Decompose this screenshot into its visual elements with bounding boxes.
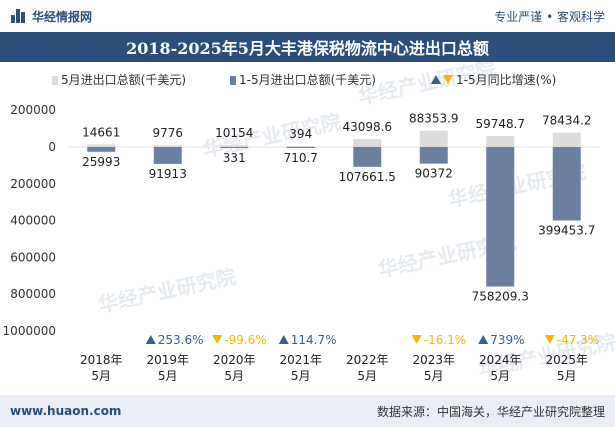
data-label-series1: 88353.9 — [409, 112, 459, 126]
legend-swatch-series2 — [230, 76, 236, 85]
data-label-series2: 25993 — [82, 155, 120, 169]
bar-series2 — [419, 147, 448, 164]
legend-swatch-series1 — [52, 76, 58, 85]
y-tick-label: 800000 — [10, 287, 56, 301]
bar-series1 — [486, 136, 515, 147]
x-tick-label: 2018年 5月 — [80, 353, 123, 383]
data-label-series1: 394 — [289, 127, 312, 141]
growth-row: 253.6% -99.6% 114.7% -16.1% 739% -47.3% — [145, 333, 599, 347]
legend-label-growth: 1-5月同比增速(%) — [456, 73, 556, 87]
data-label-series1: 9776 — [152, 126, 183, 140]
chart-title: 2018-2025年5月大丰港保税物流中心进出口总额 — [0, 32, 615, 62]
growth-down-icon — [411, 335, 422, 344]
bar-series2 — [220, 147, 249, 148]
x-tick-label: 2020年 5月 — [213, 353, 256, 383]
data-label-series2: 399453.7 — [538, 223, 595, 237]
x-tick-label: 2025年 5月 — [545, 353, 588, 383]
bar-series1 — [353, 139, 382, 147]
y-tick-label: 200000 — [10, 103, 56, 117]
data-label-series2: 107661.5 — [339, 170, 396, 184]
x-tick-label: 2019年 5月 — [146, 353, 189, 383]
bar-series2 — [552, 147, 581, 221]
x-tick-label: 2022年 5月 — [346, 353, 389, 383]
x-tick-label: 2021年 5月 — [279, 353, 322, 383]
data-source: 数据来源：中国海关，华经产业研究院整理 — [376, 404, 605, 419]
legend: 5月进出口总额(千美元) 1-5月进出口总额(千美元) 1-5月同比增速(%) — [52, 73, 556, 87]
logo-icon — [10, 8, 26, 24]
growth-up-icon — [145, 335, 156, 344]
data-label-series1: 43098.6 — [342, 120, 392, 134]
growth-label: 739% — [490, 333, 524, 347]
data-label-series2: 91913 — [149, 167, 187, 181]
x-tick-label: 2024年 5月 — [479, 353, 522, 383]
legend-label-series1: 5月进出口总额(千美元) — [61, 73, 186, 87]
bar-series2 — [486, 147, 515, 287]
legend-label-series2: 1-5月进出口总额(千美元) — [239, 73, 376, 87]
bar-series2 — [286, 147, 315, 148]
data-label-series2: 758209.3 — [472, 290, 529, 304]
brand[interactable]: 华经情报网 — [10, 8, 92, 25]
legend-down-triangle-icon — [443, 75, 453, 84]
bar-series1 — [153, 145, 182, 147]
tagline: 专业严谨 • 客观科学 — [494, 9, 605, 24]
data-labels: 14661 25993 9776 91913 10154 331 394 710.7 43098… — [82, 112, 595, 304]
x-axis: 2018年 5月 2019年 5月 2020年 5月 2021年 5月 2022年 5月 2023年… — [80, 353, 588, 383]
x-tick-label: 2023年 5月 — [412, 353, 455, 383]
bars — [87, 130, 581, 287]
bar-series1 — [286, 146, 315, 147]
data-label-series1: 78434.2 — [542, 114, 592, 128]
watermark: 华经产业研究院 — [96, 264, 238, 317]
growth-down-icon — [212, 335, 223, 344]
y-tick-label: 0 — [48, 140, 56, 154]
brand-name: 华经情报网 — [32, 9, 93, 24]
legend-up-triangle-icon — [431, 75, 441, 84]
y-tick-label: 400000 — [10, 214, 56, 228]
growth-up-icon — [478, 335, 489, 344]
growth-up-icon — [278, 335, 289, 344]
data-label-series2: 710.7 — [284, 151, 318, 165]
data-label-series1: 59748.7 — [475, 117, 525, 131]
y-tick-label: 1000000 — [3, 324, 56, 338]
bar-series1 — [419, 130, 448, 147]
growth-label: 253.6% — [158, 333, 204, 347]
chart: 华经产业研究院华经产业研究院华经产业研究院华经产业研究院华经产业研究院华经产业研… — [3, 62, 615, 383]
top-bar: 华经情报网 专业严谨 • 客观科学 — [0, 0, 615, 32]
growth-label: -16.1% — [424, 333, 466, 347]
growth-down-icon — [544, 335, 555, 344]
data-label-series1: 14661 — [82, 125, 120, 139]
bar-series2 — [353, 147, 382, 167]
y-tick-label: 200000 — [10, 177, 56, 191]
bar-series1 — [220, 145, 249, 147]
website-link[interactable]: www.huaon.com — [10, 404, 122, 418]
data-label-series1: 10154 — [215, 126, 253, 140]
footer: www.huaon.com 数据来源：中国海关，华经产业研究院整理 — [0, 395, 615, 427]
bar-series2 — [153, 147, 182, 164]
growth-label: -47.3% — [557, 333, 599, 347]
data-label-series2: 331 — [223, 151, 246, 165]
growth-label: -99.6% — [224, 333, 266, 347]
growth-label: 114.7% — [291, 333, 337, 347]
bar-series1 — [87, 144, 116, 147]
data-label-series2: 90372 — [415, 167, 453, 181]
bar-series1 — [552, 132, 581, 147]
y-tick-label: 600000 — [10, 250, 56, 264]
bar-series2 — [87, 147, 116, 152]
